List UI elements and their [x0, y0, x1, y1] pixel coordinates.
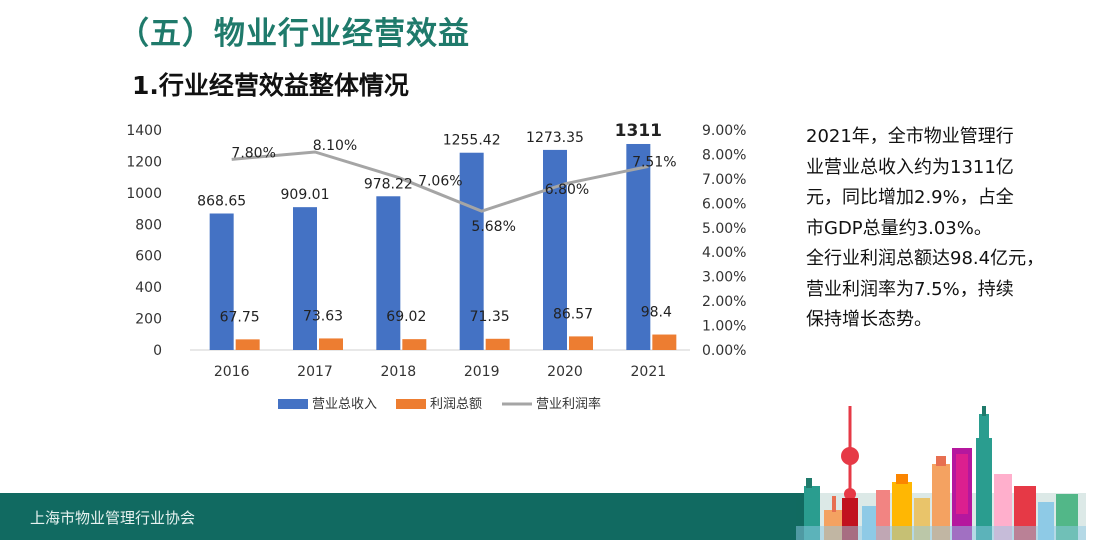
profit-rate-data-label: 7.06%	[418, 173, 462, 189]
y-right-tick-label: 5.00%	[702, 221, 746, 237]
legend-swatch-profit	[396, 399, 426, 409]
revenue-data-label: 1255.42	[443, 133, 501, 149]
revenue-data-label: 978.22	[364, 176, 413, 192]
y-left-tick-label: 400	[135, 280, 162, 296]
y-right-tick-label: 3.00%	[702, 270, 746, 286]
legend-label-profit: 利润总额	[430, 397, 482, 412]
y-right-tick-label: 1.00%	[702, 319, 746, 335]
x-tick-label: 2017	[297, 364, 333, 380]
profit-rate-data-label: 5.68%	[471, 219, 515, 235]
y-right-tick-label: 7.00%	[702, 172, 746, 188]
revenue-bar	[459, 152, 484, 350]
legend-label-rate: 营业利润率	[536, 396, 601, 412]
x-tick-label: 2018	[381, 364, 417, 380]
description-line: 元，同比增加2.9%，占全	[806, 187, 1014, 208]
profit-rate-data-label: 8.10%	[313, 138, 357, 154]
legend-swatch-revenue	[278, 399, 308, 409]
legend-label-revenue: 营业总收入	[312, 397, 377, 412]
revenue-data-label: 868.65	[197, 193, 246, 209]
y-left-tick-label: 200	[135, 312, 162, 328]
y-left-tick-label: 0	[153, 343, 162, 359]
footer-bar: 上海市物业管理行业协会	[0, 493, 810, 540]
revenue-data-label: 1273.35	[526, 130, 584, 146]
revenue-bar	[376, 196, 401, 350]
y-left-tick-label: 800	[135, 217, 162, 233]
section-subtitle: 1.行业经营效益整体情况	[132, 71, 409, 100]
y-right-tick-label: 6.00%	[702, 196, 746, 212]
y-right-tick-label: 0.00%	[702, 343, 746, 359]
y-right-tick-label: 4.00%	[702, 245, 746, 261]
revenue-bar	[626, 143, 651, 350]
description-line: 业营业总收入约为1311亿	[806, 156, 1014, 178]
description-text: 2021年，全市物业管理行 业营业总收入约为1311亿 元，同比增加2.9%，占…	[806, 122, 1056, 336]
profit-data-label: 71.35	[470, 309, 510, 325]
description-line: 营业利润率为7.5%，持续	[806, 278, 1014, 300]
footer-org-name: 上海市物业管理行业协会	[30, 509, 196, 527]
description-line: 保持增长态势。	[806, 309, 932, 330]
profit-bar	[569, 336, 593, 350]
profit-rate-data-label: 6.80%	[545, 182, 589, 198]
y-right-tick-label: 9.00%	[702, 123, 746, 139]
description-line: 市GDP总量约3.03%。	[806, 217, 992, 239]
profit-data-label: 67.75	[220, 309, 260, 325]
revenue-bar	[209, 213, 234, 350]
revenue-bar	[293, 207, 317, 350]
revenue-data-label: 909.01	[281, 187, 330, 203]
combo-chart: 0 200 400 600 800 1000 1200 1400 0.00% 1.00% 2.00%…	[126, 121, 746, 412]
description-line: 全行业利润总额达98.4亿元，	[806, 248, 1045, 269]
profit-rate-data-label: 7.51%	[632, 154, 676, 170]
page-title: （五）物业行业经营效益	[118, 16, 470, 52]
y-left-tick-label: 1000	[126, 186, 162, 202]
y-right-tick-label: 2.00%	[702, 294, 746, 310]
x-tick-label: 2019	[464, 364, 500, 380]
profit-data-label: 69.02	[386, 309, 426, 325]
description-line: 2021年，全市物业管理行	[806, 126, 1014, 147]
revenue-data-label: 1311	[615, 121, 662, 141]
profit-bar	[485, 338, 510, 350]
x-tick-label: 2016	[214, 364, 250, 380]
y-right-tick-label: 8.00%	[702, 147, 746, 163]
y-left-tick-label: 1200	[126, 154, 162, 170]
y-left-tick-label: 1400	[126, 123, 162, 139]
profit-bar	[402, 339, 427, 350]
profit-bar	[319, 338, 343, 350]
city-skyline-illustration	[796, 406, 1086, 540]
profit-bar	[235, 339, 260, 350]
x-tick-label: 2021	[631, 364, 667, 380]
profit-rate-data-label: 7.80%	[231, 145, 275, 161]
profit-bar	[652, 334, 677, 350]
profit-data-label: 98.4	[641, 305, 672, 321]
profit-rate-line	[231, 150, 649, 213]
y-left-tick-label: 600	[135, 249, 162, 265]
x-tick-label: 2020	[547, 364, 583, 380]
profit-data-label: 86.57	[553, 306, 593, 322]
profit-data-label: 73.63	[303, 308, 343, 324]
